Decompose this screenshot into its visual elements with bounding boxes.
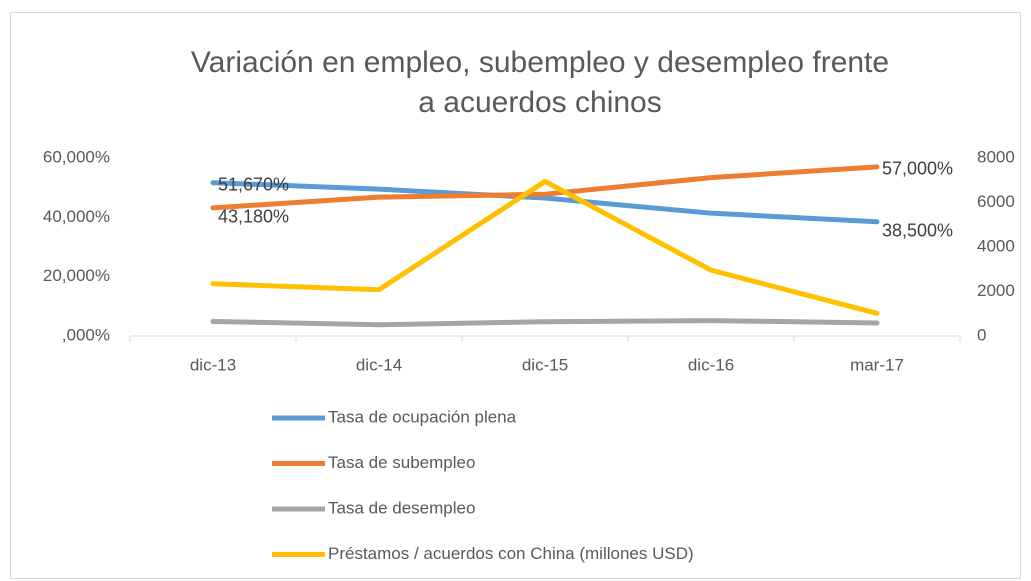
y2-tick-label: 4000 <box>977 236 1015 255</box>
legend-label: Tasa de desempleo <box>328 498 475 517</box>
x-tick-label: dic-16 <box>688 355 734 374</box>
series-line <box>210 318 880 328</box>
chart-title: Variación en empleo, subempleo y desempl… <box>191 46 889 79</box>
y2-tick-label: 2000 <box>977 281 1015 300</box>
x-tick-label: mar-17 <box>850 355 904 374</box>
series-line <box>210 180 880 225</box>
y-tick-label: 20,000% <box>43 266 110 285</box>
x-tick-label: dic-14 <box>356 355 402 374</box>
y-tick-label: 40,000% <box>43 207 110 226</box>
chart-border <box>10 12 1021 579</box>
y2-tick-label: 6000 <box>977 192 1015 211</box>
y-tick-label: ,000% <box>62 325 110 344</box>
y-tick-label: 60,000% <box>43 147 110 166</box>
y2-tick-label: 0 <box>977 325 986 344</box>
legend-label: Tasa de ocupación plena <box>328 407 517 426</box>
x-tick-label: dic-13 <box>190 355 236 374</box>
series-line <box>210 178 880 316</box>
chart-title: a acuerdos chinos <box>418 86 662 119</box>
y2-tick-label: 8000 <box>977 147 1015 166</box>
data-label: 57,000% <box>882 159 953 179</box>
data-label: 38,500% <box>882 221 953 241</box>
legend-label: Tasa de subempleo <box>328 453 475 472</box>
legend-label: Préstamos / acuerdos con China (millones… <box>328 544 694 563</box>
data-label: 51,670% <box>218 174 289 194</box>
x-tick-label: dic-15 <box>522 355 568 374</box>
series-line <box>210 164 880 211</box>
data-label: 43,180% <box>218 207 289 227</box>
